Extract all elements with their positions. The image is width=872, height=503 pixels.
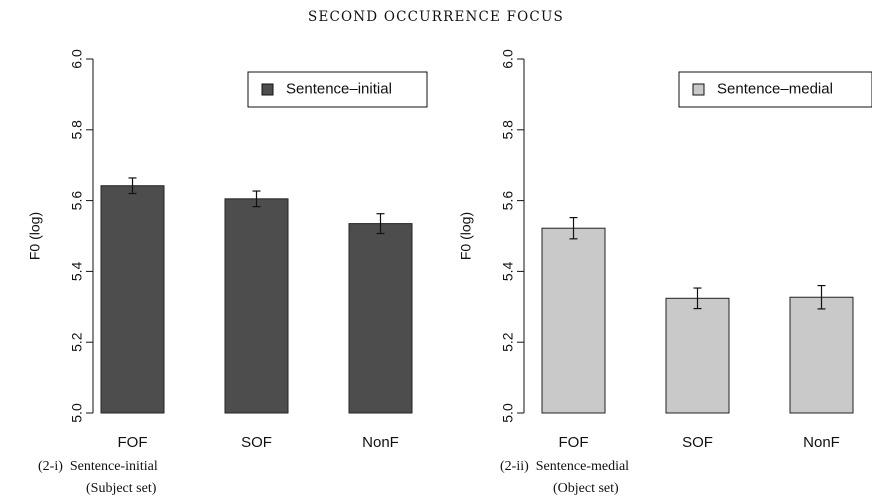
legend-swatch <box>692 83 705 96</box>
bar-sof <box>224 198 289 414</box>
legend-label: Sentence–initial <box>286 80 392 97</box>
y-tick-label: 6.0 <box>500 49 516 69</box>
category-label: FOF <box>559 434 589 451</box>
panel-caption: (2-i) Sentence-initial <box>38 459 158 474</box>
panel-caption-subtitle: (Object set) <box>553 481 619 496</box>
bar-fof <box>541 227 606 414</box>
y-tick-label: 5.8 <box>500 120 516 140</box>
legend-label: Sentence–medial <box>717 80 833 97</box>
bar-nonf <box>789 296 854 414</box>
y-tick-label: 5.0 <box>69 403 85 423</box>
figure-title: SECOND OCCURRENCE FOCUS <box>308 9 564 25</box>
legend-box <box>247 71 428 108</box>
y-tick-label: 5.4 <box>69 261 85 281</box>
y-tick-label: 5.4 <box>500 261 516 281</box>
legend-box <box>678 71 872 108</box>
category-label: SOF <box>682 434 713 451</box>
panel-caption-subtitle: (Subject set) <box>86 481 157 496</box>
panel-caption: (2-ii) Sentence-medial <box>500 459 629 474</box>
y-tick-label: 5.6 <box>69 191 85 211</box>
legend-swatch <box>261 83 274 96</box>
y-tick-label: 5.2 <box>500 332 516 352</box>
y-tick-label: 6.0 <box>69 49 85 69</box>
category-label: SOF <box>241 434 272 451</box>
bar-fof <box>100 185 165 414</box>
y-tick-label: 5.2 <box>69 332 85 352</box>
y-axis-label: F0 (log) <box>458 212 474 260</box>
chart-panel-sentence-initial: 5.0 5.2 5.4 5.6 5.8 6.0 F0 (log) FOF SOF NonF Sent… <box>27 49 428 496</box>
y-tick-label: 5.6 <box>500 191 516 211</box>
y-tick-label: 5.0 <box>500 403 516 423</box>
category-label: FOF <box>118 434 148 451</box>
y-axis-label: F0 (log) <box>27 212 43 260</box>
chart-panel-sentence-medial: 5.0 5.2 5.4 5.6 5.8 6.0 F0 (log) FOF SOF NonF Sent… <box>458 49 872 496</box>
bar-nonf <box>348 223 413 414</box>
category-label: NonF <box>803 434 840 451</box>
bar-sof <box>665 297 730 414</box>
y-tick-label: 5.8 <box>69 120 85 140</box>
category-label: NonF <box>362 434 399 451</box>
